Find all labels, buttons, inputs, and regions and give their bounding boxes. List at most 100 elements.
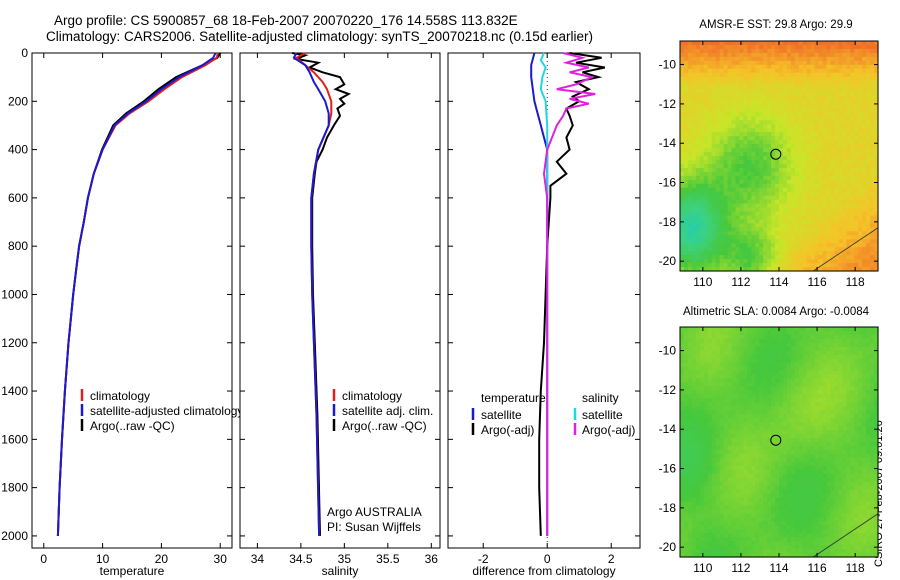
heatmap-cell	[779, 68, 784, 74]
heatmap-cell	[743, 159, 748, 165]
heatmap-cell	[842, 259, 847, 264]
heatmap-cell	[767, 64, 772, 70]
heatmap-cell	[826, 247, 832, 252]
heatmap-cell	[711, 445, 717, 451]
heatmap-cell	[870, 247, 875, 252]
heatmap-cell	[775, 48, 780, 54]
heatmap-cell	[794, 84, 800, 90]
heatmap-cell	[771, 239, 776, 244]
heatmap-cell	[794, 430, 800, 435]
heatmap-cell	[743, 203, 748, 209]
heatmap-cell	[699, 465, 705, 471]
heatmap-cell	[751, 354, 756, 360]
heatmap-cell	[842, 44, 847, 50]
heatmap-cell	[834, 358, 839, 364]
heatmap-cell	[786, 92, 792, 98]
heatmap-cell	[727, 342, 733, 348]
heatmap-cell	[699, 156, 705, 161]
heatmap-cell	[680, 183, 685, 189]
heatmap-cell	[743, 140, 748, 145]
heatmap-cell	[739, 267, 744, 272]
heatmap-cell	[695, 406, 701, 411]
heatmap-cell	[711, 453, 717, 459]
heatmap-cell	[711, 330, 717, 336]
heatmap-cell	[810, 140, 816, 145]
heatmap-cell	[870, 76, 875, 82]
heatmap-cell	[794, 104, 800, 110]
heatmap-cell	[870, 84, 875, 90]
heatmap-cell	[826, 445, 832, 451]
heatmap-cell	[779, 386, 784, 392]
heatmap-cell	[842, 390, 847, 396]
heatmap-cell	[767, 461, 772, 467]
heatmap-cell	[680, 438, 685, 443]
heatmap-cell	[846, 414, 851, 419]
heatmap-cell	[810, 382, 816, 388]
heatmap-cell	[866, 92, 871, 98]
heatmap-cell	[695, 80, 701, 86]
heatmap-cell	[755, 76, 760, 82]
heatmap-cell	[771, 76, 776, 82]
heatmap-cell	[866, 100, 871, 106]
heatmap-cell	[798, 148, 804, 153]
heatmap-cell	[874, 445, 879, 451]
heatmap-cell	[810, 120, 816, 125]
heatmap-cell	[680, 191, 685, 197]
heatmap-cell	[870, 96, 875, 102]
heatmap-cell	[691, 44, 697, 50]
heatmap-cell	[707, 374, 713, 380]
heatmap-cell	[838, 104, 843, 110]
heatmap-cell	[751, 267, 756, 272]
heatmap-cell	[779, 414, 784, 419]
heatmap-cell	[802, 187, 808, 193]
heatmap-cell	[842, 152, 847, 157]
heatmap-cell	[759, 140, 764, 145]
heatmap-cell	[782, 183, 788, 189]
heatmap-cell	[866, 267, 871, 272]
heatmap-cell	[711, 457, 717, 463]
heatmap-cell	[794, 191, 800, 197]
heatmap-cell	[767, 382, 772, 388]
heatmap-cell	[850, 386, 855, 392]
heatmap-cell	[838, 422, 843, 427]
heatmap-cell	[870, 445, 875, 451]
heatmap-cell	[842, 231, 847, 236]
heatmap-cell	[727, 445, 733, 451]
heatmap-cell	[782, 159, 788, 165]
heatmap-cell	[743, 156, 748, 161]
heatmap-cell	[822, 92, 828, 98]
heatmap-cell	[842, 457, 847, 463]
heatmap-cell	[743, 251, 748, 256]
heatmap-cell	[802, 231, 808, 236]
heatmap-cell	[731, 390, 737, 396]
heatmap-cell	[814, 342, 820, 348]
heatmap-cell	[806, 469, 812, 475]
heatmap-cell	[854, 386, 859, 392]
heatmap-cell	[822, 382, 828, 388]
heatmap-cell	[755, 247, 760, 252]
legend-label: Argo(..raw -QC)	[90, 419, 175, 433]
heatmap-cell	[731, 120, 737, 125]
heatmap-cell	[874, 338, 879, 344]
heatmap-cell	[830, 390, 836, 396]
heatmap-cell	[854, 418, 859, 423]
heatmap-cell	[743, 41, 748, 46]
heatmap-cell	[771, 430, 776, 435]
heatmap-cell	[691, 457, 697, 463]
heatmap-cell	[687, 195, 693, 201]
heatmap-cell	[810, 378, 816, 384]
heatmap-cell	[771, 327, 776, 332]
heatmap-cell	[719, 227, 725, 232]
heatmap-cell	[862, 390, 867, 396]
heatmap-cell	[858, 251, 863, 256]
heatmap-cell	[763, 366, 768, 372]
heatmap-cell	[834, 171, 839, 177]
heatmap-cell	[810, 76, 816, 82]
heatmap-cell	[870, 64, 875, 70]
heatmap-cell	[747, 223, 752, 228]
heatmap-cell	[763, 187, 768, 193]
heatmap-cell	[858, 330, 863, 336]
heatmap-cell	[755, 41, 760, 46]
heatmap-cell	[703, 152, 709, 157]
heatmap-cell	[699, 195, 705, 201]
